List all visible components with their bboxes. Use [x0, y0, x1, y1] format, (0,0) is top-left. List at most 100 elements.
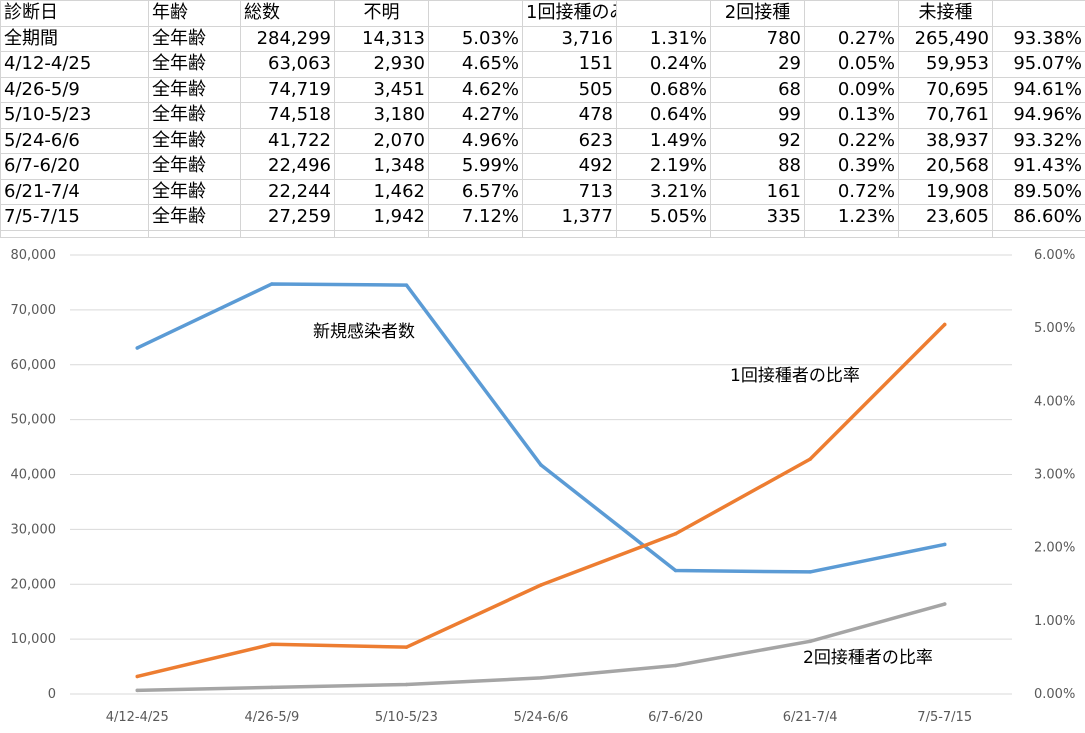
table-cell[interactable]: 4.96% [428, 127, 523, 154]
table-cell[interactable]: 0.68% [616, 76, 711, 103]
table-cell[interactable]: 4/12-4/25 [0, 51, 149, 78]
table-cell[interactable]: 161 [710, 178, 805, 205]
table-cell[interactable]: 29 [710, 51, 805, 78]
table-cell[interactable]: 265,490 [898, 25, 993, 52]
table-cell[interactable]: 7/5-7/15 [0, 204, 149, 231]
header-cell[interactable]: 2回接種 [710, 0, 805, 27]
header-cell[interactable] [992, 0, 1085, 27]
table-cell[interactable]: 70,761 [898, 102, 993, 129]
table-cell[interactable]: 5/10-5/23 [0, 102, 149, 129]
table-cell[interactable]: 3,180 [334, 102, 429, 129]
table-cell[interactable]: 0.72% [804, 178, 899, 205]
table-cell[interactable]: 5.05% [616, 204, 711, 231]
table-cell[interactable]: 0.13% [804, 102, 899, 129]
table-cell[interactable]: 3,716 [522, 25, 617, 52]
header-cell[interactable]: 未接種 [898, 0, 993, 27]
table-cell[interactable]: 27,259 [240, 204, 335, 231]
table-cell[interactable]: 0.39% [804, 153, 899, 180]
table-cell[interactable]: 2.19% [616, 153, 711, 180]
table-cell[interactable]: 89.50% [992, 178, 1085, 205]
table-cell[interactable]: 3.21% [616, 178, 711, 205]
table-cell[interactable]: 6.57% [428, 178, 523, 205]
header-cell[interactable]: 不明 [334, 0, 429, 27]
table-cell[interactable]: 93.38% [992, 25, 1085, 52]
table-cell[interactable]: 99 [710, 102, 805, 129]
table-cell[interactable]: 74,518 [240, 102, 335, 129]
table-cell[interactable]: 2,070 [334, 127, 429, 154]
table-cell[interactable]: 1.49% [616, 127, 711, 154]
table-cell[interactable]: 1.31% [616, 25, 711, 52]
table-cell[interactable]: 23,605 [898, 204, 993, 231]
table-cell[interactable]: 151 [522, 51, 617, 78]
header-cell[interactable]: 総数 [240, 0, 335, 27]
table-cell[interactable]: 1,462 [334, 178, 429, 205]
header-cell[interactable] [804, 0, 899, 27]
table-cell[interactable]: 14,313 [334, 25, 429, 52]
table-cell[interactable]: 全年齢 [148, 204, 241, 231]
table-cell[interactable]: 0.27% [804, 25, 899, 52]
table-cell[interactable]: 70,695 [898, 76, 993, 103]
table-cell[interactable]: 1,942 [334, 204, 429, 231]
table-cell[interactable]: 478 [522, 102, 617, 129]
table-cell[interactable]: 1.23% [804, 204, 899, 231]
table-cell[interactable]: 全年齢 [148, 51, 241, 78]
table-cell[interactable]: 22,496 [240, 153, 335, 180]
table-cell[interactable]: 94.61% [992, 76, 1085, 103]
data-point [270, 282, 274, 286]
table-cell[interactable]: 1,377 [522, 204, 617, 231]
table-cell[interactable]: 4.27% [428, 102, 523, 129]
table-cell[interactable]: 623 [522, 127, 617, 154]
table-cell[interactable]: 5.03% [428, 25, 523, 52]
table-cell[interactable]: 0.05% [804, 51, 899, 78]
table-cell[interactable]: 全年齢 [148, 76, 241, 103]
table-cell[interactable]: 6/21-7/4 [0, 178, 149, 205]
table-cell[interactable]: 20,568 [898, 153, 993, 180]
table-cell[interactable]: 全年齢 [148, 178, 241, 205]
table-cell[interactable]: 0.22% [804, 127, 899, 154]
table-cell[interactable]: 全年齢 [148, 25, 241, 52]
table-cell[interactable]: 88 [710, 153, 805, 180]
table-cell[interactable]: 22,244 [240, 178, 335, 205]
table-cell[interactable]: 全年齢 [148, 102, 241, 129]
table-cell[interactable]: 335 [710, 204, 805, 231]
table-cell[interactable]: 4/26-5/9 [0, 76, 149, 103]
table-cell[interactable]: 1,348 [334, 153, 429, 180]
table-cell[interactable]: 0.24% [616, 51, 711, 78]
table-cell[interactable]: 284,299 [240, 25, 335, 52]
table-cell[interactable]: 全年齢 [148, 153, 241, 180]
header-cell[interactable]: 1回接種のみ [522, 0, 617, 27]
table-cell[interactable]: 4.62% [428, 76, 523, 103]
table-cell[interactable]: 6/7-6/20 [0, 153, 149, 180]
table-cell[interactable]: 91.43% [992, 153, 1085, 180]
table-cell[interactable]: 492 [522, 153, 617, 180]
table-cell[interactable]: 74,719 [240, 76, 335, 103]
table-cell[interactable]: 505 [522, 76, 617, 103]
table-cell[interactable]: 0.64% [616, 102, 711, 129]
header-cell[interactable]: 年齢 [148, 0, 241, 27]
table-cell[interactable]: 0.09% [804, 76, 899, 103]
table-cell[interactable]: 19,908 [898, 178, 993, 205]
table-cell[interactable]: 713 [522, 178, 617, 205]
table-cell[interactable]: 93.32% [992, 127, 1085, 154]
header-cell[interactable] [428, 0, 523, 27]
table-cell[interactable]: 38,937 [898, 127, 993, 154]
table-cell[interactable]: 3,451 [334, 76, 429, 103]
table-cell[interactable]: 59,953 [898, 51, 993, 78]
header-cell[interactable]: 診断日 [0, 0, 149, 27]
table-cell[interactable]: 5.99% [428, 153, 523, 180]
table-cell[interactable]: 全年齢 [148, 127, 241, 154]
table-cell[interactable]: 全期間 [0, 25, 149, 52]
table-cell[interactable]: 94.96% [992, 102, 1085, 129]
table-cell[interactable]: 41,722 [240, 127, 335, 154]
header-cell[interactable] [616, 0, 711, 27]
table-cell[interactable]: 2,930 [334, 51, 429, 78]
table-cell[interactable]: 4.65% [428, 51, 523, 78]
table-cell[interactable]: 92 [710, 127, 805, 154]
table-cell[interactable]: 63,063 [240, 51, 335, 78]
table-cell[interactable]: 7.12% [428, 204, 523, 231]
table-cell[interactable]: 68 [710, 76, 805, 103]
table-cell[interactable]: 95.07% [992, 51, 1085, 78]
table-cell[interactable]: 86.60% [992, 204, 1085, 231]
table-cell[interactable]: 5/24-6/6 [0, 127, 149, 154]
table-cell[interactable]: 780 [710, 25, 805, 52]
